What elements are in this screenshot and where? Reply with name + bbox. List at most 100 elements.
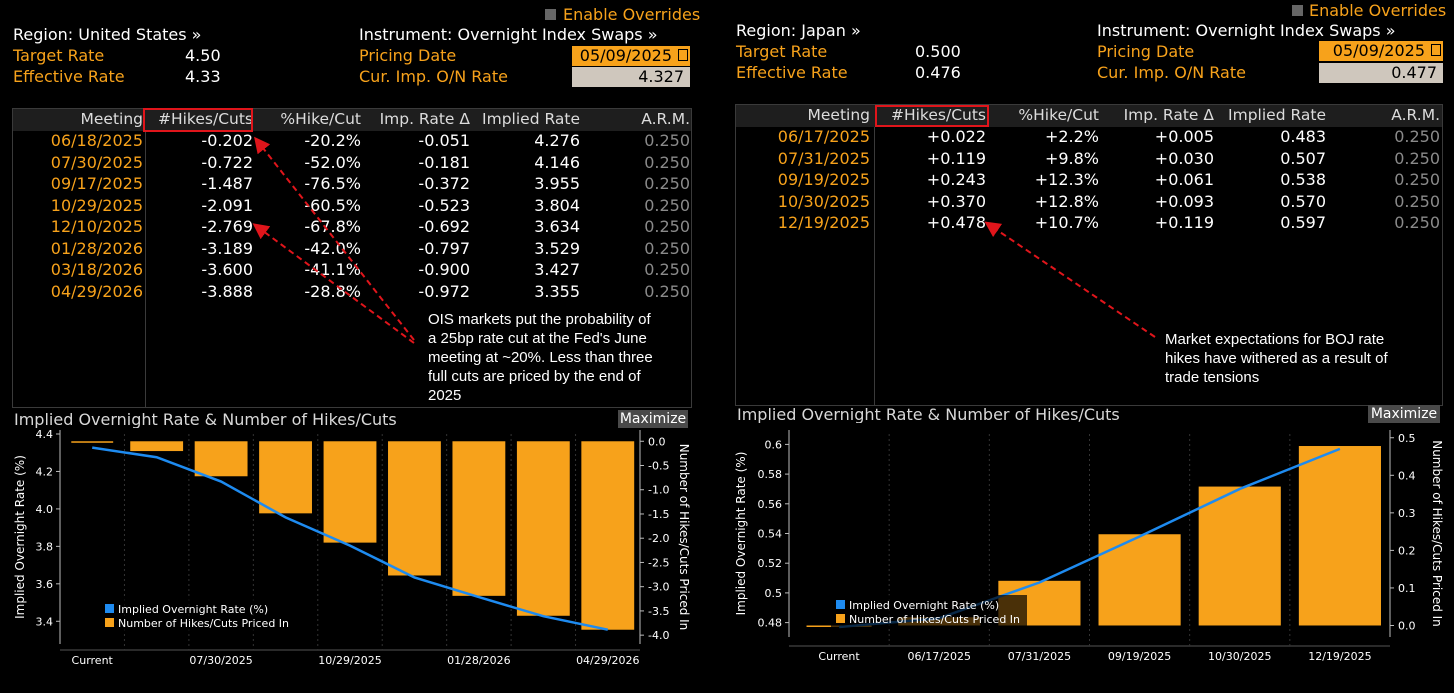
arrow-to-june [254,136,415,341]
cell-pct: -28.8% [304,281,361,301]
y2-tick-label: 0.3 [1398,507,1416,520]
cell-delta: +0.093 [1154,191,1214,211]
cell-meeting[interactable]: 04/29/2026 [50,281,143,301]
col-header-meeting[interactable]: Meeting [807,106,871,124]
x-tick-label: 04/29/2026 [576,654,639,667]
cell-arm: 0.250 [644,238,690,258]
region-selector[interactable]: Region: United States » [13,25,202,44]
cell-delta: -0.372 [418,174,470,193]
target-rate-label: Target Rate [13,46,105,65]
cur-imp-rate-label: Cur. Imp. O/N Rate [359,67,508,86]
cell-hikes: +0.022 [926,127,986,146]
cell-arm: 0.250 [1394,170,1440,189]
x-tick-label: Current [818,650,860,663]
cell-implied: 3.427 [534,260,580,279]
legend-box [831,595,1027,629]
legend-swatch-hikes [836,614,845,623]
target-rate-value: 0.500 [915,42,961,61]
cell-meeting[interactable]: 09/17/2025 [50,174,143,193]
effective-rate-value: 0.476 [915,63,961,82]
us-chart: 4.4 4.2 4.0 3.8 3.6 3.4 0.0 -0.5 -1.0 -1.5 -2.0 -2.… [13,428,691,667]
cell-pct: -41.1% [304,260,361,279]
y-tick-label: 0.58 [758,468,783,481]
y-axis-title: Implied Overnight Rate (%) [13,455,27,619]
col-header-arm[interactable]: A.R.M. [641,110,690,128]
effective-rate-value: 4.33 [185,67,221,86]
cell-meeting[interactable]: 10/29/2025 [50,195,143,215]
cell-implied: 4.146 [534,152,580,172]
y-tick-label: 0.54 [758,528,783,541]
y-tick-label: 3.6 [36,578,54,591]
y-tick-label: 4.0 [36,503,54,516]
cell-arm: 0.250 [644,174,690,193]
x-tick-label: 10/30/2025 [1208,650,1271,663]
col-header-arm[interactable]: A.R.M. [1391,106,1440,124]
cell-arm: 0.250 [644,281,690,301]
pricing-date-input[interactable]: 05/09/2025 [572,46,690,66]
col-header-hikes[interactable]: #Hikes/Cuts [157,110,253,128]
maximize-button[interactable]: Maximize [618,410,688,428]
cell-arm: 0.250 [1394,213,1440,232]
y2-tick-label: 0.2 [1398,544,1416,557]
y2-tick-label: -4.0 [648,629,669,642]
cur-imp-rate-input[interactable]: 0.477 [1319,63,1443,83]
enable-overrides-checkbox[interactable] [545,9,556,20]
maximize-button[interactable]: Maximize [1368,405,1440,423]
column-divider [145,131,146,407]
cell-meeting[interactable]: 01/28/2026 [50,238,143,258]
cell-delta: +0.061 [1154,170,1214,189]
cell-meeting[interactable]: 07/31/2025 [777,148,870,168]
legend-label-hikes: Number of Hikes/Cuts Priced In [118,617,289,630]
region-selector[interactable]: Region: Japan » [736,21,861,40]
instrument-selector[interactable]: Instrument: Overnight Index Swaps » [1097,21,1396,40]
col-header-hikes[interactable]: #Hikes/Cuts [890,106,986,124]
col-header-pct[interactable]: %Hike/Cut [280,110,361,128]
cell-hikes: +0.478 [926,213,986,232]
col-header-delta[interactable]: Imp. Rate Δ [379,110,470,128]
cell-hikes: -1.487 [201,174,253,193]
calendar-icon[interactable] [1431,44,1441,56]
pricing-date-input[interactable]: 05/09/2025 [1319,41,1443,61]
cur-imp-rate-input[interactable]: 4.327 [572,67,690,87]
cell-meeting[interactable]: 07/30/2025 [50,152,143,172]
x-tick-label: Current [72,654,114,667]
us-panel: Enable Overrides Region: United States »… [0,0,700,689]
cell-hikes: +0.243 [926,170,986,189]
cell-hikes: -2.091 [201,195,253,215]
y2-axis-title: Number of Hikes/Cuts Priced In [677,444,691,631]
cell-pct: +12.8% [1034,191,1099,211]
cell-meeting[interactable]: 03/18/2026 [50,260,143,279]
instrument-selector[interactable]: Instrument: Overnight Index Swaps » [359,25,658,44]
cell-meeting[interactable]: 12/10/2025 [50,217,143,236]
cell-pct: -67.8% [304,217,361,236]
target-rate-value: 4.50 [185,46,221,65]
cell-meeting[interactable]: 10/30/2025 [777,191,870,211]
col-header-meeting[interactable]: Meeting [80,110,144,128]
us-annotation: OIS markets put the probability of a 25b… [428,311,653,404]
legend-swatch-hikes [105,618,114,627]
hikes-cuts-bar [1198,486,1281,626]
col-header-implied[interactable]: Implied Rate [1228,106,1326,124]
enable-overrides-label[interactable]: Enable Overrides [563,5,701,24]
enable-overrides-label[interactable]: Enable Overrides [1309,1,1447,20]
hikes-cuts-bar [581,441,635,630]
enable-overrides-checkbox[interactable] [1292,5,1303,16]
y2-axis-title: Number of Hikes/Cuts Priced In [1430,440,1444,627]
cell-meeting[interactable]: 06/18/2025 [50,131,143,150]
col-header-implied[interactable]: Implied Rate [482,110,580,128]
calendar-icon[interactable] [678,49,688,61]
col-header-delta[interactable]: Imp. Rate Δ [1123,106,1214,124]
cell-pct: -76.5% [304,174,361,193]
col-header-pct[interactable]: %Hike/Cut [1018,106,1099,124]
cell-meeting[interactable]: 06/17/2025 [777,127,870,146]
cell-meeting[interactable]: 12/19/2025 [777,213,870,232]
cell-pct: +12.3% [1034,170,1099,189]
cell-hikes: +0.370 [926,191,986,211]
y2-tick-label: 0.1 [1398,582,1416,595]
hikes-cuts-bar [323,441,377,543]
y-tick-label: 0.48 [758,617,783,630]
x-tick-label: 07/31/2025 [1008,650,1071,663]
hikes-cuts-bar [71,441,114,443]
cell-meeting[interactable]: 09/19/2025 [777,170,870,189]
cell-arm: 0.250 [644,131,690,150]
